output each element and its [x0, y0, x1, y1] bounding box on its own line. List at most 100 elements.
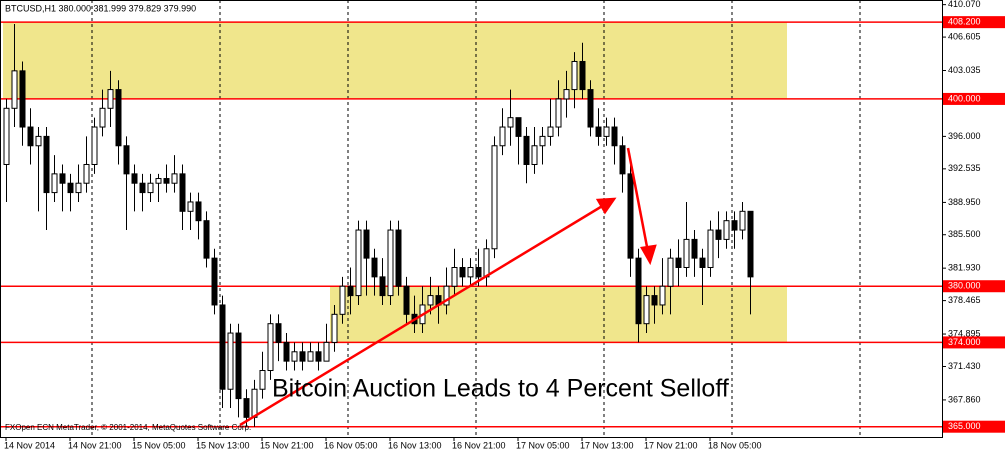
y-tick-label: 371.430 [948, 361, 981, 371]
candle-body [619, 145, 626, 175]
candle-body [747, 210, 754, 278]
candle-body [187, 201, 194, 212]
candle-body [291, 351, 298, 362]
level-label-box [943, 336, 1005, 349]
candle-body [611, 126, 618, 147]
candle-body [547, 126, 554, 137]
x-tick-label: 16 Nov 13:00 [388, 440, 442, 450]
x-tick-label: 17 Nov 21:00 [644, 440, 698, 450]
candle-body [395, 229, 402, 287]
candle-body [67, 182, 74, 194]
candle-body [3, 107, 10, 165]
candle-body [731, 220, 738, 231]
candle-body [659, 285, 666, 306]
x-tick-label: 17 Nov 05:00 [516, 440, 570, 450]
candle-body [147, 182, 154, 194]
candle-body [243, 398, 250, 418]
y-tick-label: 403.035 [948, 65, 981, 75]
level-label-box [943, 16, 1005, 29]
candle-body [267, 323, 274, 372]
y-tick-label: 385.500 [948, 229, 981, 239]
candle-body [139, 182, 146, 194]
arrows [239, 147, 657, 427]
level-label: 408.200 [948, 17, 981, 27]
footer: FXOpen ECN MetaTrader, © 2001-2014, Meta… [5, 423, 251, 432]
candle-body [331, 313, 338, 343]
y-tick-label: 381.930 [948, 263, 981, 273]
candle-body [11, 70, 18, 109]
annotation: Bitcoin Auction Leads to 4 Percent Sello… [272, 375, 729, 403]
candle-body [403, 285, 410, 315]
candle-body [19, 70, 26, 128]
chart-title: BTCUSD,H1 380.000 381.999 379.829 379.99… [5, 3, 196, 13]
candle-body [27, 126, 34, 147]
candle-body [603, 126, 610, 137]
candle-body [699, 257, 706, 269]
candle-body [483, 248, 490, 278]
level-label-box [943, 92, 1005, 105]
candle-body [563, 89, 570, 100]
arrow-head [640, 244, 657, 266]
y-tick-label: 367.860 [948, 394, 981, 404]
y-tick-label: 392.535 [948, 163, 981, 173]
candle-body [227, 332, 234, 390]
x-tick-label: 17 Nov 13:00 [580, 440, 634, 450]
candle-body [515, 117, 522, 137]
level-label: 374.000 [948, 337, 981, 347]
level-label: 400.000 [948, 93, 981, 103]
candle-body [339, 285, 346, 315]
candle-body [131, 173, 138, 184]
candle-body [179, 173, 186, 212]
candle-body [715, 229, 722, 240]
candle-body [283, 341, 290, 362]
x-tick-label: 16 Nov 05:00 [324, 440, 378, 450]
candle-body [43, 135, 50, 194]
x-tick-label: 18 Nov 05:00 [708, 440, 762, 450]
candle-body [539, 135, 546, 147]
candle-body [107, 89, 114, 109]
candle-body [523, 135, 530, 165]
candle-body [275, 323, 282, 343]
zone [3, 22, 787, 99]
candle-body [691, 238, 698, 259]
candle-body [75, 182, 82, 194]
candle-body [491, 145, 498, 250]
candle-body [99, 107, 106, 128]
y-tick-label: 388.950 [948, 197, 981, 207]
candle-body [371, 257, 378, 278]
candle-body [163, 178, 170, 184]
candle-body [387, 229, 394, 297]
candle-body [347, 285, 354, 297]
candle-body [475, 267, 482, 278]
candle-body [307, 351, 314, 362]
x-tick-label: 16 Nov 21:00 [452, 440, 506, 450]
y-tick-label: 410.070 [948, 0, 981, 9]
level-label: 380.000 [948, 281, 981, 291]
arrow-line [626, 147, 650, 253]
candle-body [587, 89, 594, 128]
y-tick-label: 396.000 [948, 131, 981, 141]
candle-body [115, 89, 122, 147]
candle-body [683, 238, 690, 269]
zones [3, 22, 787, 343]
candle-body [707, 229, 714, 269]
candle-body [667, 257, 674, 287]
candle-body [251, 388, 258, 418]
candle-body [379, 276, 386, 297]
candle-body [195, 201, 202, 222]
candle-body [355, 229, 362, 297]
candle-body [171, 173, 178, 184]
candle-body [531, 145, 538, 165]
candle-body [627, 173, 634, 259]
candle-body [451, 267, 458, 287]
level-label: 365.000 [948, 421, 981, 431]
candle-body [363, 229, 370, 259]
arrow-head [595, 197, 617, 215]
candle-body [59, 173, 66, 184]
level-label-box [943, 280, 1005, 293]
arrow-line [239, 203, 605, 427]
candle-body [35, 135, 42, 147]
candle-body [643, 295, 650, 325]
candle-body [635, 257, 642, 325]
